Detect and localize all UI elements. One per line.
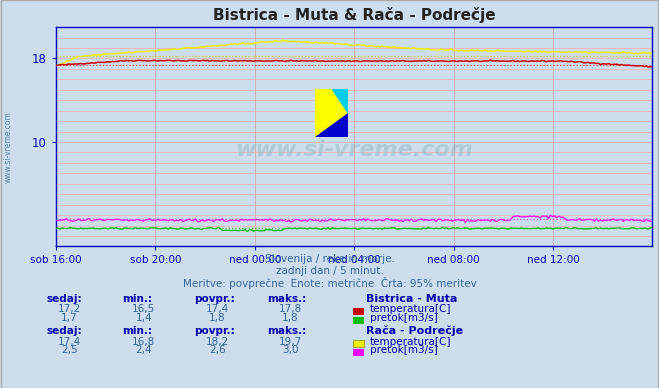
Text: min.:: min.:: [122, 294, 152, 304]
Text: povpr.:: povpr.:: [194, 294, 235, 304]
Text: 1,4: 1,4: [135, 313, 152, 323]
Text: 16,5: 16,5: [132, 304, 156, 314]
Text: 17,4: 17,4: [206, 304, 229, 314]
Text: 2,6: 2,6: [209, 345, 226, 355]
Text: zadnji dan / 5 minut.: zadnji dan / 5 minut.: [275, 266, 384, 276]
Text: povpr.:: povpr.:: [194, 326, 235, 336]
Text: 17,4: 17,4: [57, 336, 81, 346]
Text: 16,8: 16,8: [132, 336, 156, 346]
Polygon shape: [316, 88, 348, 137]
Polygon shape: [316, 113, 348, 137]
Text: maks.:: maks.:: [267, 326, 306, 336]
Text: maks.:: maks.:: [267, 294, 306, 304]
Text: pretok[m3/s]: pretok[m3/s]: [370, 345, 438, 355]
Text: 17,8: 17,8: [278, 304, 302, 314]
Text: Rača - Podrečje: Rača - Podrečje: [366, 326, 463, 336]
Title: Bistrica - Muta & Rača - Podrečje: Bistrica - Muta & Rača - Podrečje: [213, 7, 496, 23]
Text: pretok[m3/s]: pretok[m3/s]: [370, 313, 438, 323]
Text: temperatura[C]: temperatura[C]: [370, 304, 451, 314]
Text: 1,8: 1,8: [209, 313, 226, 323]
Text: 1,7: 1,7: [61, 313, 78, 323]
Text: sedaj:: sedaj:: [46, 294, 82, 304]
Text: Bistrica - Muta: Bistrica - Muta: [366, 294, 457, 304]
Polygon shape: [332, 88, 348, 113]
Text: 19,7: 19,7: [278, 336, 302, 346]
Text: 1,8: 1,8: [281, 313, 299, 323]
Polygon shape: [332, 113, 348, 137]
Text: www.si-vreme.com: www.si-vreme.com: [235, 140, 473, 160]
Text: Meritve: povprečne  Enote: metrične  Črta: 95% meritev: Meritve: povprečne Enote: metrične Črta:…: [183, 277, 476, 289]
Text: sedaj:: sedaj:: [46, 326, 82, 336]
Text: 17,2: 17,2: [57, 304, 81, 314]
Text: temperatura[C]: temperatura[C]: [370, 336, 451, 346]
Text: www.si-vreme.com: www.si-vreme.com: [3, 111, 13, 184]
Text: 18,2: 18,2: [206, 336, 229, 346]
Text: 2,4: 2,4: [135, 345, 152, 355]
Text: Slovenija / reke in morje.: Slovenija / reke in morje.: [264, 254, 395, 264]
Text: min.:: min.:: [122, 326, 152, 336]
Text: 3,0: 3,0: [281, 345, 299, 355]
Text: 2,5: 2,5: [61, 345, 78, 355]
